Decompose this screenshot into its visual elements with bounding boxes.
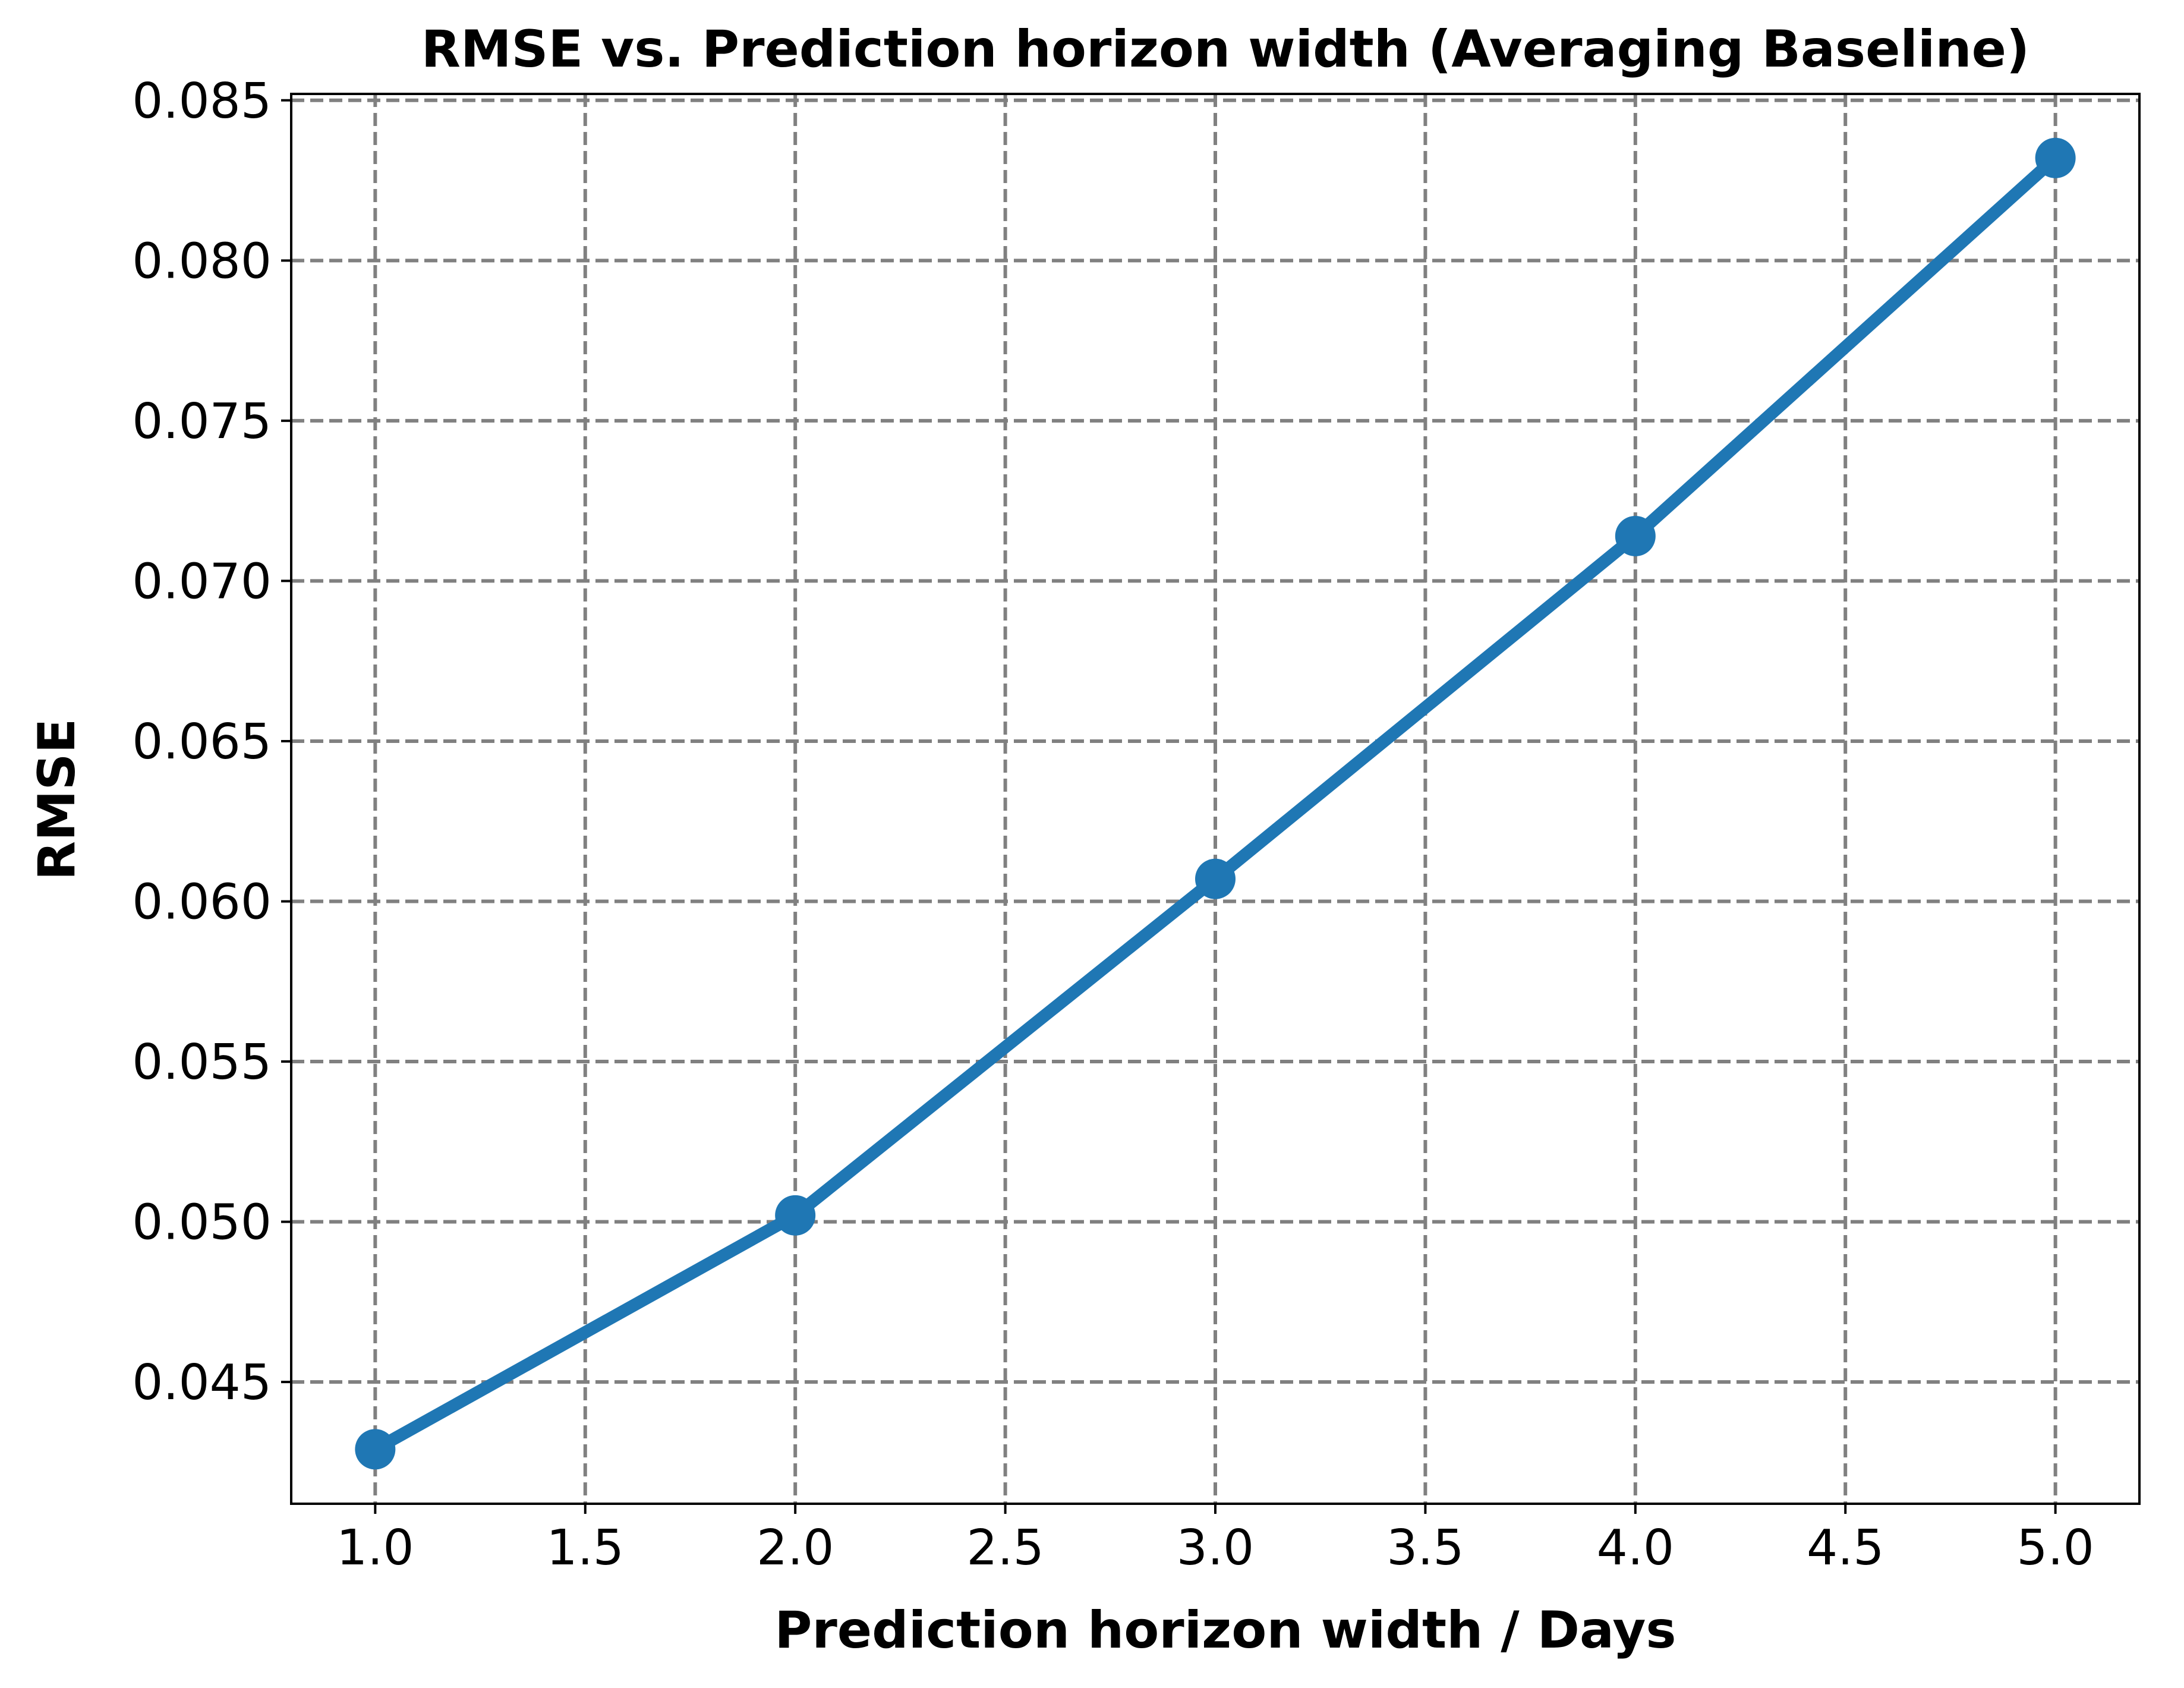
x-axis-label: Prediction horizon width / Days	[774, 1601, 1676, 1660]
x-tick-label: 5.0	[2016, 1520, 2094, 1576]
y-axis-label: RMSE	[27, 719, 87, 881]
x-tick-label: 3.0	[1177, 1520, 1254, 1576]
data-point	[1615, 515, 1656, 556]
x-tick-label: 4.5	[1807, 1520, 1884, 1576]
y-tick-label: 0.045	[132, 1355, 272, 1411]
x-tick-label: 1.5	[547, 1520, 624, 1576]
y-tick-label: 0.055	[132, 1034, 272, 1091]
data-point	[1195, 858, 1236, 899]
x-tick-label: 1.0	[336, 1520, 414, 1576]
x-tick-label: 2.5	[966, 1520, 1044, 1576]
y-tick-label: 0.085	[132, 73, 272, 130]
data-point	[775, 1195, 816, 1236]
grid	[291, 94, 2139, 1504]
y-tick-label: 0.080	[132, 233, 272, 289]
x-tick-label: 4.0	[1597, 1520, 1674, 1576]
x-tick-label: 2.0	[757, 1520, 834, 1576]
y-tick-label: 0.075	[132, 393, 272, 450]
y-tick-label: 0.050	[132, 1195, 272, 1251]
y-tick-label: 0.060	[132, 874, 272, 931]
x-tick-label: 3.5	[1386, 1520, 1464, 1576]
ticks: 1.0 1.5 2.0 2.5 3.0 3.5 4.0 4.5 5.0 0.045 0.050 0.0…	[132, 73, 2094, 1576]
data-point	[2035, 137, 2076, 178]
data-point	[355, 1429, 396, 1470]
series	[355, 137, 2076, 1470]
y-tick-label: 0.065	[132, 714, 272, 770]
chart-title: RMSE vs. Prediction horizon width (Avera…	[421, 20, 2029, 79]
y-tick-label: 0.070	[132, 553, 272, 610]
